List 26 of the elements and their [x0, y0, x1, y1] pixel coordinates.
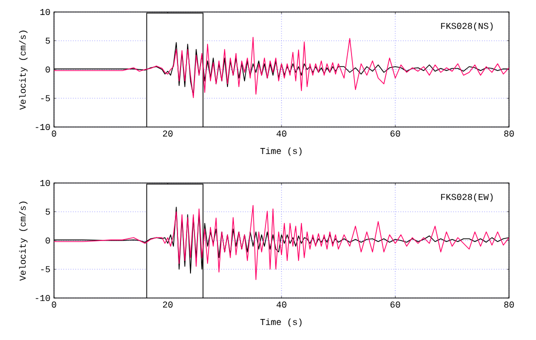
y-tick-label: 10	[40, 8, 50, 16]
annotation: FKS028(EW)	[441, 193, 493, 202]
y-tick-label: 0	[46, 66, 50, 73]
y-axis-title: Velocity (cm/s)	[19, 202, 28, 281]
x-tick-label: 0	[52, 302, 56, 308]
y-tick-label: -10	[36, 124, 50, 130]
annotation: FKS028(NS)	[441, 22, 493, 31]
y-tick-label: -5	[41, 95, 50, 102]
x-tick-label: 40	[276, 130, 286, 137]
x-axis-title: Time (s)	[260, 147, 302, 156]
y-tick-label: 10	[40, 180, 50, 186]
x-tick-label: 80	[504, 130, 514, 137]
y-tick-label: 5	[46, 38, 50, 44]
x-tick-label: 60	[390, 130, 400, 137]
y-tick-label: 5	[46, 208, 50, 215]
x-axis-title: Time (s)	[260, 318, 302, 327]
x-tick-label: 80	[504, 302, 514, 308]
x-tick-label: 0	[52, 130, 56, 137]
y-tick-label: 0	[46, 237, 50, 244]
y-tick-label: -5	[41, 266, 50, 272]
y-axis-title: Velocity (cm/s)	[19, 30, 28, 110]
x-tick-label: 60	[390, 302, 400, 308]
x-tick-label: 40	[276, 302, 286, 308]
x-tick-label: 20	[163, 302, 173, 308]
y-tick-label: -10	[36, 294, 50, 302]
x-tick-label: 20	[163, 130, 173, 137]
